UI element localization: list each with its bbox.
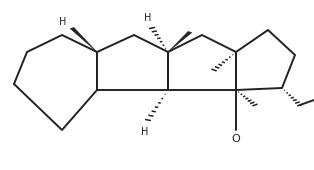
Polygon shape	[168, 31, 192, 52]
Text: H: H	[144, 13, 152, 23]
Text: O: O	[232, 134, 241, 144]
Text: H: H	[141, 127, 149, 137]
Text: H: H	[59, 17, 67, 27]
Polygon shape	[70, 27, 97, 52]
